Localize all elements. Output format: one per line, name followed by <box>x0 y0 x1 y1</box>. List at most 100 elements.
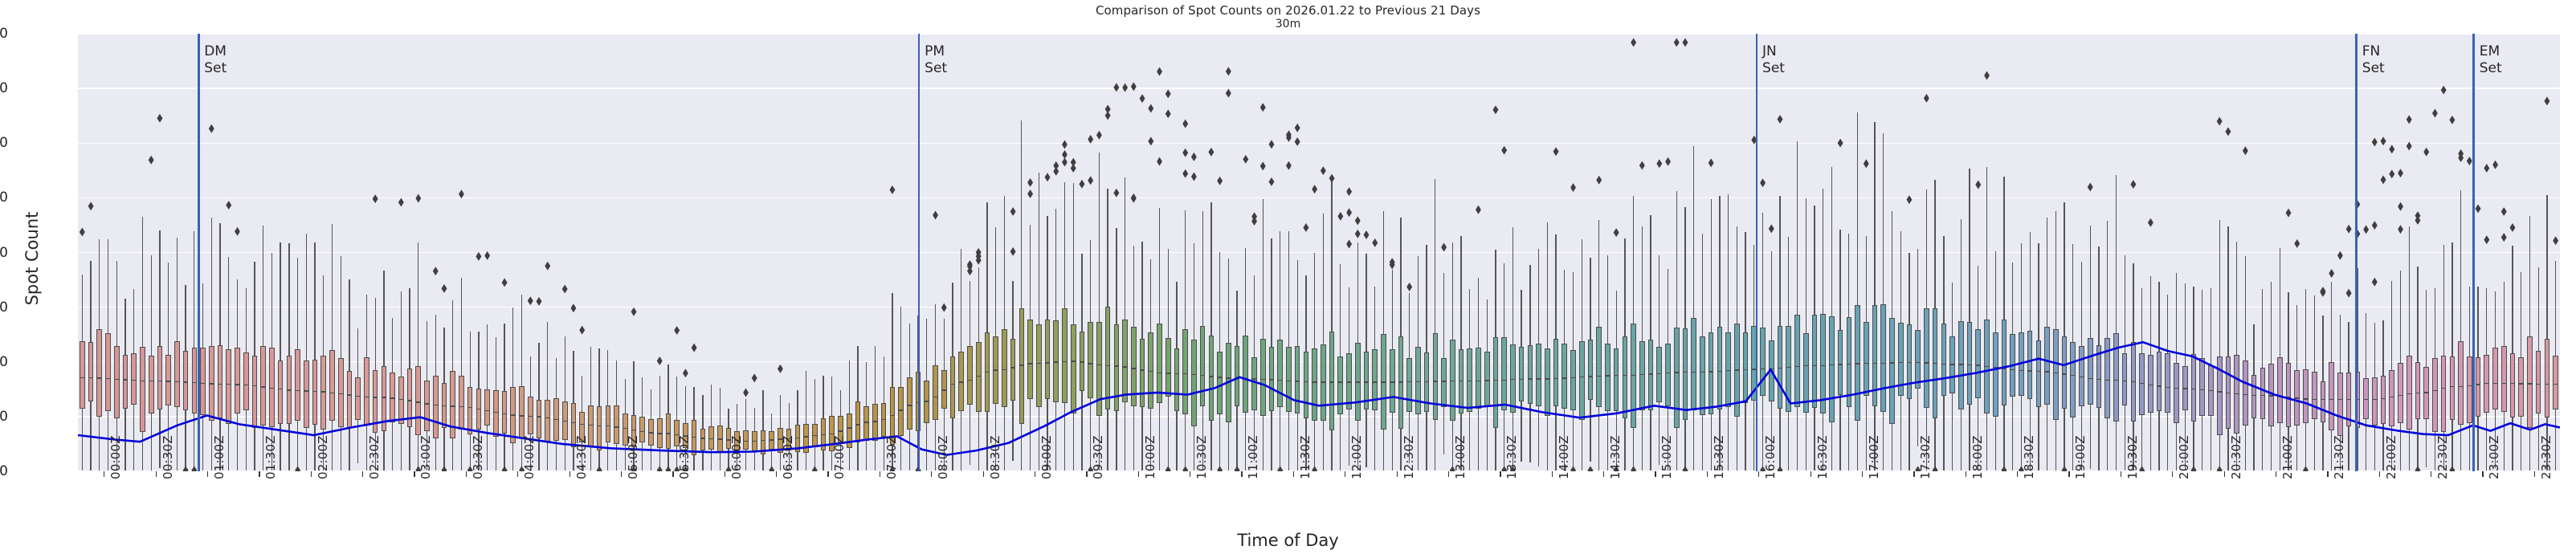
box-median <box>1381 381 1386 383</box>
box-median <box>2199 389 2206 390</box>
box-outlier <box>432 267 439 276</box>
box-outlier <box>148 155 154 165</box>
box <box>1303 351 1309 418</box>
box <box>2001 320 2007 406</box>
box-median <box>1992 366 1998 369</box>
x-tick-label: 02:00Z <box>315 435 330 479</box>
box <box>2216 356 2223 435</box>
x-tick-mark <box>2223 471 2225 477</box>
box-median <box>269 387 275 389</box>
box-outlier <box>2302 466 2309 471</box>
box <box>2087 338 2093 405</box>
box-outlier <box>2190 466 2197 471</box>
x-tick-label: 03:00Z <box>418 435 434 479</box>
box <box>889 387 896 445</box>
box <box>1062 308 1068 403</box>
box-outlier <box>596 466 602 471</box>
box-median <box>2337 399 2343 401</box>
x-tick-label: 22:30Z <box>2435 435 2451 479</box>
box <box>725 428 732 450</box>
box-median <box>1777 367 1783 369</box>
box-whisker <box>1693 146 1695 471</box>
box <box>2035 340 2042 407</box>
box <box>1010 339 1016 401</box>
box-outlier <box>1329 173 1335 183</box>
box-median <box>390 397 395 399</box>
box-outlier <box>1932 466 1938 471</box>
box-outlier <box>1225 67 1231 76</box>
box-median <box>1191 373 1197 376</box>
box-median <box>260 386 266 388</box>
box <box>286 355 292 424</box>
x-tick-mark <box>310 471 312 477</box>
box-median <box>1104 365 1111 367</box>
x-tick-label: 14:00Z <box>1556 435 1571 479</box>
box-outlier <box>1010 206 1016 216</box>
x-tick-mark <box>1137 471 1139 477</box>
box <box>295 348 300 422</box>
box-outlier <box>1294 136 1300 146</box>
box-outlier <box>1182 466 1189 471</box>
box <box>674 419 680 447</box>
box <box>1165 337 1171 397</box>
chart-title: Comparison of Spot Counts on 2026.01.22 … <box>1095 3 1481 18</box>
box <box>1191 339 1197 426</box>
box-median <box>113 378 120 381</box>
box-whisker <box>1322 213 1324 471</box>
box-median <box>1406 381 1412 383</box>
x-tick-mark <box>517 471 519 477</box>
x-tick-mark <box>672 471 674 477</box>
box-outlier <box>1354 216 1361 226</box>
box <box>1406 358 1412 413</box>
box <box>191 348 198 413</box>
box-median <box>1139 369 1145 371</box>
x-tick-label: 17:00Z <box>1866 435 1881 479</box>
box-outlier <box>1441 242 1447 252</box>
box <box>415 365 422 435</box>
box-median <box>1562 377 1568 379</box>
box-median <box>880 418 887 421</box>
box-median <box>570 422 577 424</box>
box <box>2527 336 2533 428</box>
x-tick-label: 08:00Z <box>936 435 951 479</box>
box-median <box>872 421 878 422</box>
box-median <box>1613 375 1619 377</box>
box-outlier <box>1760 466 1766 471</box>
box-median <box>2243 393 2248 396</box>
box <box>2415 362 2421 420</box>
box <box>131 353 137 405</box>
x-tick-label: 10:00Z <box>1142 435 1157 479</box>
box-outlier <box>656 466 663 471</box>
box-whisker <box>1098 153 1100 471</box>
box-median <box>519 415 525 417</box>
event-label: EM Set <box>2479 43 2502 76</box>
box <box>1647 339 1654 411</box>
box-median <box>2165 387 2171 389</box>
box-median <box>1734 369 1740 371</box>
box <box>2096 345 2102 408</box>
box-median <box>1501 379 1507 381</box>
box <box>217 345 223 418</box>
box-outlier <box>1157 67 1162 76</box>
box-outlier <box>2147 218 2153 227</box>
box-median <box>1725 369 1731 372</box>
box-outlier <box>1053 166 1059 176</box>
box-median <box>2484 383 2490 385</box>
box <box>2475 356 2481 417</box>
box <box>1467 348 1473 412</box>
box-outlier <box>1157 157 1162 166</box>
box-median <box>493 411 499 413</box>
x-tick-mark <box>155 471 157 477</box>
box-outlier <box>1010 246 1016 256</box>
box-median <box>1268 379 1275 381</box>
box-median <box>2544 383 2550 385</box>
box-median <box>208 383 214 385</box>
x-tick-label: 19:30Z <box>2125 435 2140 479</box>
box-median <box>1492 380 1499 381</box>
box-outlier <box>1613 228 1619 238</box>
box-outlier <box>2500 233 2507 242</box>
x-tick-label: 13:30Z <box>1504 435 1520 479</box>
box-outlier <box>1915 466 1921 471</box>
box <box>493 390 499 438</box>
box-outlier <box>1363 230 1370 240</box>
